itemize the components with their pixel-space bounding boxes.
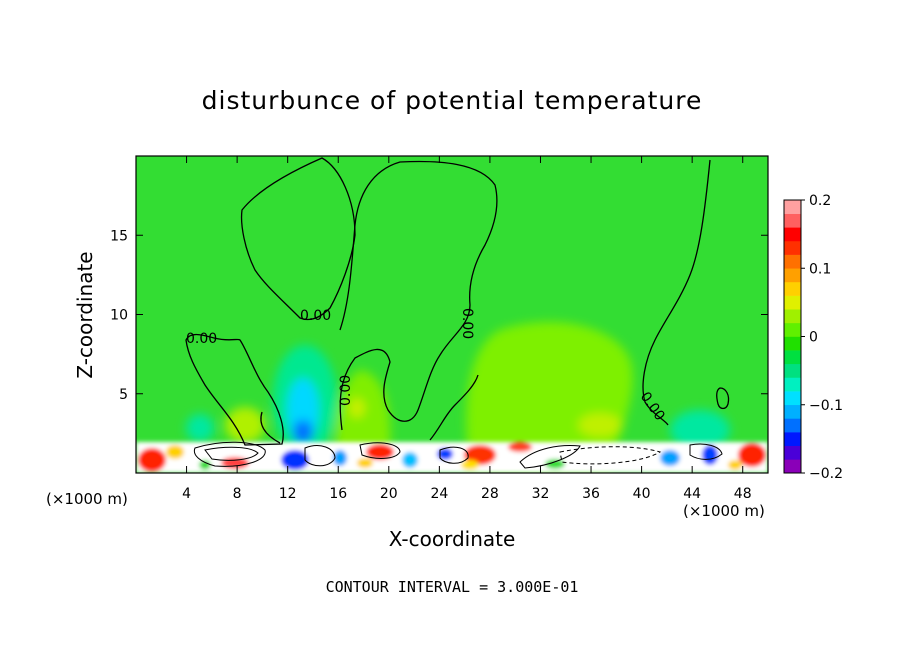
colorbar-tick-label: 0.1 bbox=[809, 261, 831, 277]
colorbar-cell bbox=[784, 391, 801, 406]
boundary-contours bbox=[193, 441, 723, 469]
boundary-contour-3 bbox=[304, 445, 336, 467]
colorbar-cell bbox=[784, 200, 801, 214]
colorbar-cell bbox=[784, 281, 801, 296]
x-tick-label: 8 bbox=[233, 486, 242, 502]
colorbar-tick-label: 0.2 bbox=[809, 193, 831, 209]
colorbar-tick-label: −0.2 bbox=[809, 466, 843, 482]
boundary-hot-4 bbox=[464, 445, 496, 465]
colorbar-cell bbox=[784, 240, 801, 255]
colorbar-cell bbox=[784, 377, 801, 392]
boundary-cold-4 bbox=[437, 448, 453, 460]
colorbar: 0.2 0.1 0 −0.1 −0.2 bbox=[783, 193, 843, 482]
x-tick-label: 4 bbox=[182, 486, 191, 502]
x-unit-label-left: (×1000 m) bbox=[46, 490, 128, 508]
colorbar-cell bbox=[784, 227, 801, 242]
boundary-contour-2 bbox=[204, 446, 259, 461]
colorbar-cell bbox=[784, 268, 801, 283]
colorbar-cell bbox=[784, 336, 801, 351]
x-tick-label: 32 bbox=[532, 486, 550, 502]
boundary-warm-4 bbox=[728, 460, 742, 470]
colorbar-cell bbox=[784, 445, 801, 460]
contour-label-4: 0.00 bbox=[459, 308, 475, 339]
zero-contour-small-loop bbox=[716, 387, 730, 410]
boundary-cold-1 bbox=[281, 450, 309, 470]
boundary-layer bbox=[136, 442, 768, 473]
boundary-hot-5 bbox=[508, 442, 532, 452]
x-tick-label: 28 bbox=[481, 486, 499, 502]
x-tick-label: 16 bbox=[329, 486, 347, 502]
zero-contour-upper-left bbox=[240, 157, 356, 321]
y-tick-label: 15 bbox=[110, 228, 128, 244]
colorbar-cell bbox=[784, 309, 801, 324]
boundary-contour-5 bbox=[439, 446, 469, 464]
colorbar-labels: 0.2 0.1 0 −0.1 −0.2 bbox=[801, 193, 843, 482]
boundary-cold-5 bbox=[660, 450, 680, 466]
x-tick-label: 12 bbox=[279, 486, 297, 502]
chart-title: disturbunce of potential temperature bbox=[201, 86, 703, 115]
boundary-green-2 bbox=[545, 459, 565, 469]
boundary-hot-1 bbox=[138, 448, 166, 472]
colorbar-cell bbox=[784, 322, 801, 337]
field-region-warm-right bbox=[578, 413, 622, 437]
contour-label-3: 0.00 bbox=[338, 375, 354, 406]
y-tick-label: 10 bbox=[110, 308, 128, 324]
boundary-contour-1 bbox=[193, 441, 266, 467]
colorbar-cell bbox=[784, 254, 801, 269]
boundary-contour-4 bbox=[359, 442, 401, 459]
boundary-contour-8 bbox=[689, 443, 723, 460]
field-region-cold-core bbox=[293, 420, 313, 444]
x-tick-label: 24 bbox=[430, 486, 448, 502]
x-tick-label: 20 bbox=[380, 486, 398, 502]
contour-label-1: 0.00 bbox=[186, 331, 217, 347]
colorbar-cell bbox=[784, 213, 801, 228]
x-tick-label: 48 bbox=[734, 486, 752, 502]
contour-label-2: 0.00 bbox=[300, 308, 331, 324]
boundary-cold-3 bbox=[402, 452, 418, 468]
zero-contour-right-column bbox=[642, 159, 711, 426]
zero-contours bbox=[185, 157, 730, 446]
boundary-hot-3 bbox=[366, 444, 394, 460]
zero-contour-tower bbox=[339, 160, 498, 431]
colorbar-cell bbox=[784, 418, 801, 433]
boundary-warm-1 bbox=[166, 445, 184, 459]
y-tick-label: 5 bbox=[119, 387, 128, 403]
boundary-contour-6 bbox=[519, 445, 581, 469]
field-area: 0.00 0.00 0.00 0.00 0.00 bbox=[136, 156, 768, 473]
colorbar-cell bbox=[784, 350, 801, 365]
field-region-warm-low bbox=[225, 407, 265, 443]
colorbar-cell bbox=[784, 459, 801, 474]
colorbar-cell bbox=[784, 404, 801, 419]
x-axis-label: X-coordinate bbox=[388, 527, 516, 551]
zero-contour-center-lower bbox=[429, 374, 479, 441]
x-tick-label: 40 bbox=[633, 486, 651, 502]
colorbar-tick-label: −0.1 bbox=[809, 398, 843, 414]
boundary-warm-3 bbox=[461, 460, 479, 470]
x-tick-label: 36 bbox=[582, 486, 600, 502]
field-region-warm-spot bbox=[349, 398, 365, 418]
colorbar-cell bbox=[784, 363, 801, 378]
zero-contour-left bbox=[185, 333, 284, 446]
boundary-green-1 bbox=[199, 460, 211, 470]
boundary-hot-6 bbox=[738, 443, 766, 467]
field-smooth-layer bbox=[186, 321, 730, 470]
colorbar-cell bbox=[784, 295, 801, 310]
colorbar-cells bbox=[784, 200, 801, 474]
boundary-warm-2 bbox=[357, 458, 373, 468]
boundary-contour-7 bbox=[559, 446, 662, 465]
zero-contour-low-left bbox=[260, 411, 281, 444]
x-unit-label-right: (×1000 m) bbox=[683, 502, 765, 520]
colorbar-tick-label: 0 bbox=[809, 330, 818, 346]
contour-interval-note: CONTOUR INTERVAL = 3.000E-01 bbox=[325, 578, 579, 596]
colorbar-cell bbox=[784, 432, 801, 446]
boundary-cold-6 bbox=[702, 445, 718, 465]
boundary-cold-2 bbox=[333, 450, 347, 466]
field-region-cool-left bbox=[186, 414, 214, 442]
x-tick-label: 44 bbox=[683, 486, 701, 502]
field-region-cool-right bbox=[670, 410, 730, 450]
